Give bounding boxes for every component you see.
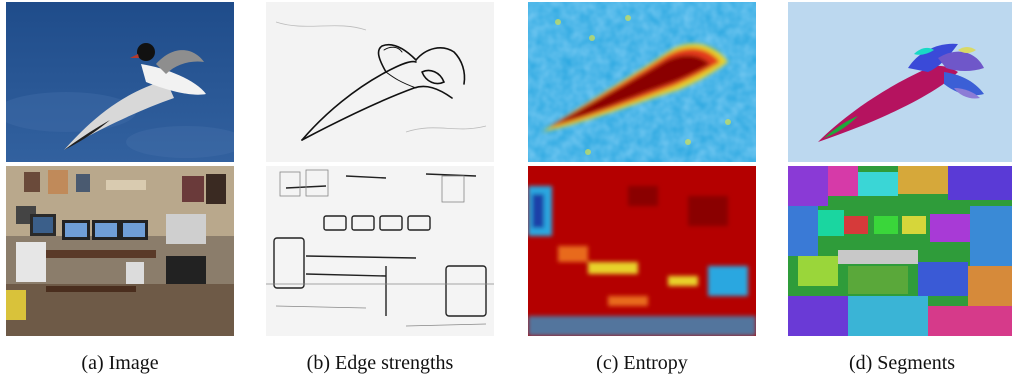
image-office-panel <box>6 166 234 336</box>
caption-segments: (d) Segments <box>848 352 956 374</box>
seagull-photo <box>6 2 234 162</box>
edges-office-map <box>266 166 494 336</box>
edges-office-panel <box>266 166 494 336</box>
caption-entropy: (c) Entropy <box>596 352 688 374</box>
segments-seagull-panel <box>788 2 1012 162</box>
office-photo <box>6 166 234 336</box>
segments-office-panel <box>788 166 1012 336</box>
entropy-office-panel <box>528 166 756 336</box>
edges-seagull-map <box>266 2 494 162</box>
entropy-seagull-heatmap <box>528 2 756 162</box>
segments-seagull-map <box>788 2 1012 162</box>
edges-seagull-panel <box>266 2 494 162</box>
image-seagull-panel <box>6 2 234 162</box>
entropy-seagull-panel <box>528 2 756 162</box>
caption-image: (a) Image <box>81 352 159 374</box>
segments-office-map <box>788 166 1012 336</box>
caption-edge-strengths: (b) Edge strengths <box>306 352 454 374</box>
entropy-office-heatmap <box>528 166 756 336</box>
